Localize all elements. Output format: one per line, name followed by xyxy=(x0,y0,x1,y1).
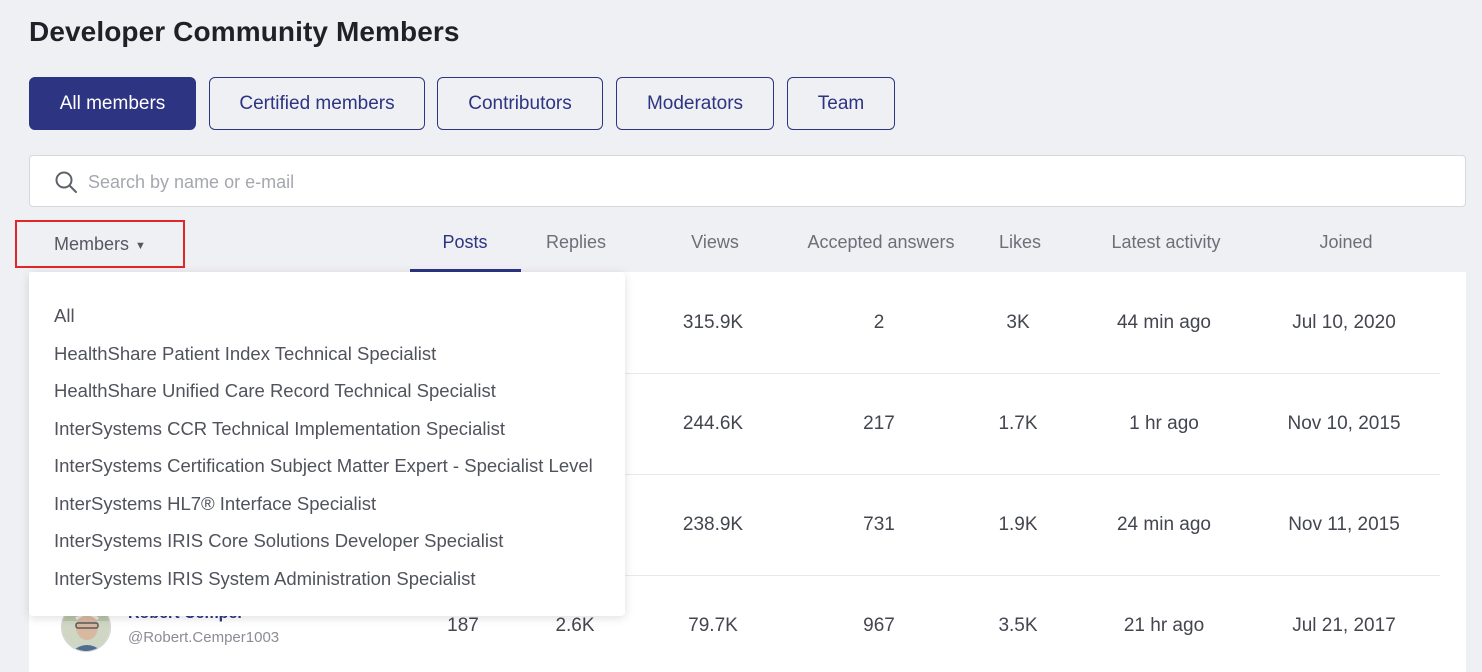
cell-views: 315.9K xyxy=(682,312,744,333)
menu-item-healthshare-unified-care-record[interactable]: HealthShare Unified Care Record Technica… xyxy=(54,380,496,401)
tab-moderators[interactable]: Moderators xyxy=(616,77,774,130)
members-filter-menu: All HealthShare Patient Index Technical … xyxy=(29,272,625,616)
cell-posts: 187 xyxy=(447,615,479,636)
menu-item-healthshare-patient-index[interactable]: HealthShare Patient Index Technical Spec… xyxy=(54,342,437,364)
search-input[interactable] xyxy=(86,156,1450,208)
cell-likes: 1.7K xyxy=(998,413,1038,434)
cell-views: 244.6K xyxy=(682,413,744,434)
cell-joined: Jul 10, 2020 xyxy=(1292,312,1396,333)
tab-all-members[interactable]: All members xyxy=(29,77,196,130)
search-box xyxy=(29,155,1466,208)
cell-latest-activity: 21 hr ago xyxy=(1123,615,1205,636)
menu-item-iris-system-administration[interactable]: InterSystems IRIS System Administration … xyxy=(54,567,476,589)
row-divider xyxy=(29,373,1440,374)
tab-team[interactable]: Team xyxy=(787,77,895,130)
cell-likes: 1.9K xyxy=(998,514,1038,535)
column-header-views[interactable]: Views xyxy=(691,232,739,252)
cell-views: 79.7K xyxy=(688,615,738,636)
column-header-posts[interactable]: Posts xyxy=(442,232,488,252)
cell-latest-activity: 1 hr ago xyxy=(1129,413,1199,434)
menu-item-hl7-interface-specialist[interactable]: InterSystems HL7® Interface Specialist xyxy=(54,492,377,514)
cell-accepted-answers: 217 xyxy=(863,413,895,434)
row-divider xyxy=(29,474,1440,475)
cell-likes: 3K xyxy=(1006,312,1030,333)
column-header-latest-activity[interactable]: Latest activity xyxy=(1111,232,1221,252)
members-filter-label: Members xyxy=(54,233,130,254)
cell-accepted-answers: 2 xyxy=(873,312,885,333)
menu-item-all[interactable]: All xyxy=(54,305,75,326)
tab-contributors[interactable]: Contributors xyxy=(437,77,603,130)
cell-joined: Nov 10, 2015 xyxy=(1287,413,1401,434)
menu-item-certification-sme[interactable]: InterSystems Certification Subject Matte… xyxy=(54,455,593,476)
page-title: Developer Community Members xyxy=(29,16,460,47)
column-header-replies[interactable]: Replies xyxy=(545,232,607,252)
menu-item-iris-core-solutions[interactable]: InterSystems IRIS Core Solutions Develop… xyxy=(54,530,504,551)
cell-likes: 3.5K xyxy=(998,615,1038,636)
tab-certified-members[interactable]: Certified members xyxy=(209,77,425,130)
cell-replies: 2.6K xyxy=(555,615,595,636)
caret-down-icon: ▼ xyxy=(135,239,146,252)
column-header-accepted-answers[interactable]: Accepted answers xyxy=(807,232,955,252)
active-column-underline xyxy=(410,269,521,272)
members-filter-dropdown[interactable]: Members ▼ xyxy=(15,220,185,268)
menu-item-ccr-technical-implementation[interactable]: InterSystems CCR Technical Implementatio… xyxy=(54,417,506,439)
row-divider xyxy=(29,575,1440,576)
member-handle: @Robert.Cemper1003 xyxy=(128,629,280,646)
cell-joined: Jul 21, 2017 xyxy=(1292,615,1396,636)
cell-accepted-answers: 967 xyxy=(863,615,895,636)
cell-joined: Nov 11, 2015 xyxy=(1288,514,1400,535)
cell-latest-activity: 44 min ago xyxy=(1116,312,1212,333)
search-icon xyxy=(55,171,77,193)
cell-accepted-answers: 731 xyxy=(863,514,895,535)
column-header-likes[interactable]: Likes xyxy=(998,232,1042,252)
column-header-joined[interactable]: Joined xyxy=(1319,232,1373,252)
cell-views: 238.9K xyxy=(682,514,744,535)
cell-latest-activity: 24 min ago xyxy=(1116,514,1212,535)
